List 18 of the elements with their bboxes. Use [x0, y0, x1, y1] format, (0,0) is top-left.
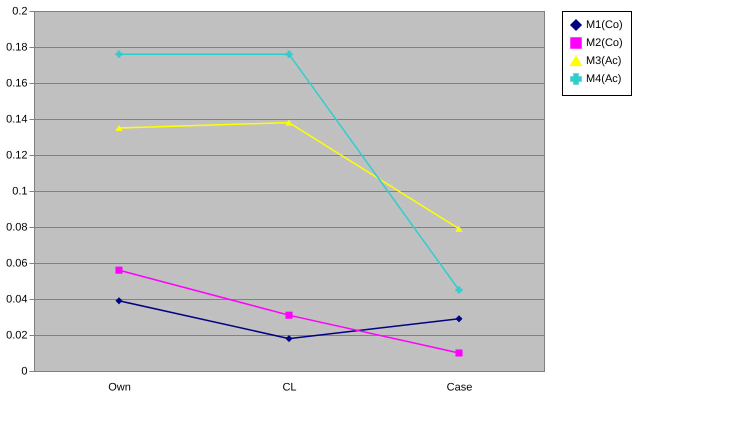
y-tick-label: 0.16 [6, 78, 28, 90]
y-tick-label: 0.04 [6, 294, 28, 306]
legend-label: M4(Ac) [586, 73, 622, 85]
y-tick-label: 0.02 [6, 330, 28, 342]
y-tick-label: 0.08 [6, 222, 28, 234]
x-tick-label: CL [282, 382, 297, 394]
y-tick-label: 0.12 [6, 150, 28, 162]
y-tick-label: 0.18 [6, 42, 28, 54]
legend-label: M2(Co) [586, 37, 623, 49]
y-tick-label: 0.2 [12, 6, 28, 18]
legend-label: M1(Co) [586, 19, 623, 31]
y-tick-label: 0.14 [6, 114, 28, 126]
y-tick-label: 0.06 [6, 258, 28, 270]
y-tick-label: 0 [21, 366, 28, 378]
legend-label: M3(Ac) [586, 55, 622, 67]
y-tick-label: 0.1 [12, 186, 28, 198]
x-tick-label: Own [108, 382, 131, 394]
x-tick-label: Case [446, 382, 472, 394]
